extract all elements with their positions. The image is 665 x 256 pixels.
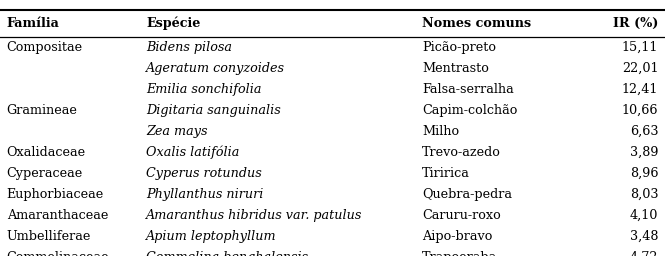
Text: Mentrasto: Mentrasto: [422, 62, 489, 75]
Text: Oxalidaceae: Oxalidaceae: [7, 146, 86, 159]
Text: Commelinaceae: Commelinaceae: [7, 251, 109, 256]
Text: Bidens pilosa: Bidens pilosa: [146, 41, 232, 54]
Text: 15,11: 15,11: [622, 41, 658, 54]
Text: 10,66: 10,66: [622, 104, 658, 117]
Text: 22,01: 22,01: [622, 62, 658, 75]
Text: Oxalis latifólia: Oxalis latifólia: [146, 146, 239, 159]
Text: IR (%): IR (%): [613, 17, 658, 30]
Text: 8,03: 8,03: [630, 188, 658, 201]
Text: Espécie: Espécie: [146, 17, 201, 30]
Text: Compositae: Compositae: [7, 41, 82, 54]
Text: Caruru-roxo: Caruru-roxo: [422, 209, 501, 222]
Text: Amaranthaceae: Amaranthaceae: [7, 209, 108, 222]
Text: Phyllanthus niruri: Phyllanthus niruri: [146, 188, 264, 201]
Text: Família: Família: [7, 17, 60, 30]
Text: Picão-preto: Picão-preto: [422, 41, 496, 54]
Text: 3,89: 3,89: [630, 146, 658, 159]
Text: Apium leptophyllum: Apium leptophyllum: [146, 230, 277, 243]
Text: 4,72: 4,72: [630, 251, 658, 256]
Text: Aipo-bravo: Aipo-bravo: [422, 230, 493, 243]
Text: Emilia sonchifolia: Emilia sonchifolia: [146, 83, 262, 96]
Text: 12,41: 12,41: [622, 83, 658, 96]
Text: Gramineae: Gramineae: [7, 104, 78, 117]
Text: 3,48: 3,48: [630, 230, 658, 243]
Text: Capim-colchão: Capim-colchão: [422, 104, 517, 117]
Text: Zea mays: Zea mays: [146, 125, 207, 138]
Text: Amaranthus hibridus var. patulus: Amaranthus hibridus var. patulus: [146, 209, 362, 222]
Text: 4,10: 4,10: [630, 209, 658, 222]
Text: Cyperaceae: Cyperaceae: [7, 167, 83, 180]
Text: Trapoeraba: Trapoeraba: [422, 251, 497, 256]
Text: Milho: Milho: [422, 125, 460, 138]
Text: Quebra-pedra: Quebra-pedra: [422, 188, 512, 201]
Text: Nomes comuns: Nomes comuns: [422, 17, 531, 30]
Text: Falsa-serralha: Falsa-serralha: [422, 83, 514, 96]
Text: Ageratum conyzoides: Ageratum conyzoides: [146, 62, 285, 75]
Text: Digitaria sanguinalis: Digitaria sanguinalis: [146, 104, 281, 117]
Text: Euphorbiaceae: Euphorbiaceae: [7, 188, 104, 201]
Text: Umbelliferae: Umbelliferae: [7, 230, 91, 243]
Text: Cyperus rotundus: Cyperus rotundus: [146, 167, 262, 180]
Text: 6,63: 6,63: [630, 125, 658, 138]
Text: 8,96: 8,96: [630, 167, 658, 180]
Text: Tiririca: Tiririca: [422, 167, 470, 180]
Text: Commelina benghalensis: Commelina benghalensis: [146, 251, 309, 256]
Text: Trevo-azedo: Trevo-azedo: [422, 146, 501, 159]
